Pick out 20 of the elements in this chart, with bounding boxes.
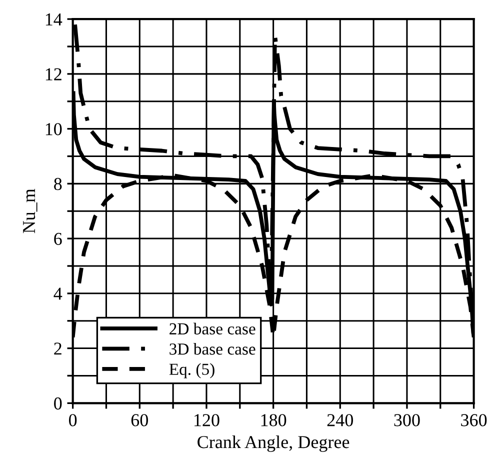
x-tick-label: 360	[461, 414, 487, 426]
legend-label: 2D base case	[170, 322, 256, 334]
x-tick-label: 300	[394, 414, 420, 426]
y-tick-label: 10	[46, 123, 62, 136]
x-axis-title: Crank Angle, Degree	[198, 436, 350, 452]
x-tick-label: 0	[68, 414, 77, 426]
x-tick-label: 180	[261, 414, 286, 426]
y-tick-label: 4	[54, 288, 62, 300]
y-axis-title: Nu_m	[23, 188, 38, 234]
y-tick-label: 8	[54, 178, 62, 190]
x-tick-label: 240	[327, 414, 353, 426]
y-tick-label: 2	[54, 342, 62, 355]
y-tick-label: 6	[54, 232, 62, 245]
y-tick-label: 12	[46, 68, 62, 80]
x-tick-label: 120	[194, 414, 220, 426]
legend-label: Eq. (5)	[169, 363, 214, 378]
legend-label: 3D base case	[170, 342, 256, 355]
y-tick-label: 0	[54, 397, 62, 410]
y-tick-label: 14	[46, 13, 62, 26]
x-tick-label: 60	[131, 414, 148, 426]
